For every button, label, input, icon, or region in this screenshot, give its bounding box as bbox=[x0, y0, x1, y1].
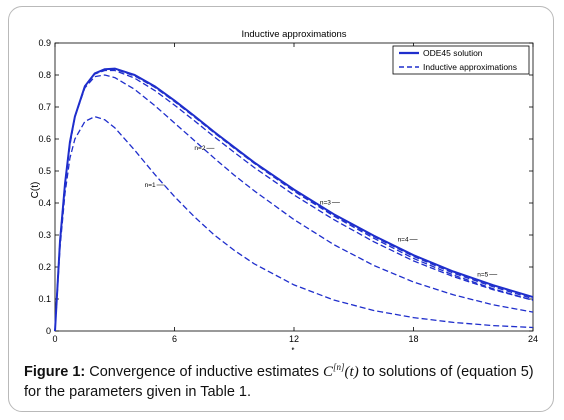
x-tick-label: 24 bbox=[528, 334, 538, 344]
plot-area bbox=[54, 42, 534, 332]
y-tick-label: 0.7 bbox=[38, 102, 51, 112]
annotation-n2: n=2 bbox=[194, 145, 205, 152]
series-line-n-2 bbox=[54, 74, 534, 332]
series-annotations: n=1 n=2 n=3 n=4 n=5 bbox=[145, 145, 498, 279]
caption-math-arg: (t) bbox=[344, 364, 359, 380]
caption-math: C[n](t) bbox=[323, 362, 359, 380]
chart-container: Inductive approximations 0 6 12 18 24 0 0.1 0.2… bbox=[30, 29, 538, 357]
legend-entry-ode45: ODE45 solution bbox=[423, 48, 483, 58]
y-tick-label: 0.2 bbox=[38, 262, 51, 272]
y-tick-label: 0.9 bbox=[38, 38, 51, 48]
axis-ticks: 0 6 12 18 24 0 0.1 0.2 0.3 0.4 0.5 0.6 0.7 0.8 0.9 bbox=[38, 38, 538, 344]
series-line-n-3 bbox=[54, 69, 534, 332]
annotation-n5: n=5 bbox=[477, 272, 488, 279]
x-axis-label: t bbox=[292, 346, 295, 350]
y-tick-label: 0.5 bbox=[38, 166, 51, 176]
caption-label: Figure 1: bbox=[24, 364, 86, 380]
x-tick-label: 0 bbox=[52, 334, 57, 344]
y-tick-label: 0.1 bbox=[38, 294, 51, 304]
series-lines bbox=[54, 67, 534, 332]
y-tick-label: 0.8 bbox=[38, 70, 51, 80]
annotation-n1: n=1 bbox=[145, 182, 156, 189]
x-tick-label: 6 bbox=[172, 334, 177, 344]
caption-text-before: Convergence of inductive estimates bbox=[89, 364, 319, 380]
legend-box bbox=[392, 45, 530, 75]
y-tick-label: 0.4 bbox=[38, 198, 51, 208]
series-line-n-5 bbox=[54, 67, 534, 332]
caption-text-after: to solutions of (equation 5) for the par… bbox=[24, 364, 534, 400]
caption-math-symbol: C bbox=[323, 364, 334, 380]
x-tick-label: 12 bbox=[289, 334, 299, 344]
convergence-chart: Inductive approximations 0 6 12 18 24 0 0.1 0.2… bbox=[30, 29, 538, 357]
legend: ODE45 solution Inductive approximations bbox=[392, 45, 530, 75]
chart-title: Inductive approximations bbox=[241, 29, 346, 40]
x-tick-label: 18 bbox=[408, 334, 418, 344]
y-axis-label: C(t) bbox=[30, 182, 41, 199]
legend-entry-inductive: Inductive approximations bbox=[423, 62, 517, 72]
y-tick-label: 0 bbox=[46, 326, 51, 336]
y-tick-label: 0.3 bbox=[38, 230, 51, 240]
caption-math-superscript: [n] bbox=[333, 362, 345, 372]
figure-caption: Figure 1: Convergence of inductive estim… bbox=[24, 357, 549, 402]
series-line-n-1 bbox=[54, 115, 534, 332]
y-tick-label: 0.6 bbox=[38, 134, 51, 144]
annotation-n3: n=3 bbox=[320, 200, 331, 207]
annotation-n4: n=4 bbox=[398, 236, 409, 243]
